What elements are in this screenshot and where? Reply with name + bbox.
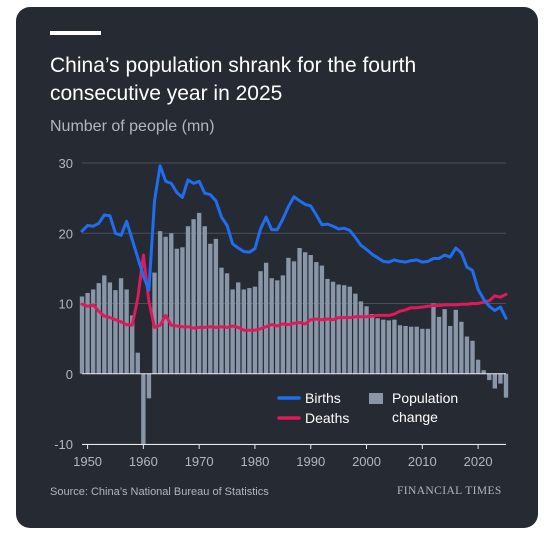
population-change-bar <box>369 314 375 374</box>
population-change-bar <box>403 325 408 374</box>
chart-title: China’s population shrank for the fourth… <box>50 54 417 105</box>
population-change-bar <box>475 359 481 374</box>
population-change-bar <box>169 233 174 374</box>
x-tick-label: 1950 <box>73 454 102 469</box>
deaths-line <box>80 253 508 332</box>
population-change-bar <box>448 325 453 374</box>
population-change-bar <box>414 326 419 374</box>
population-change-bar <box>375 318 380 374</box>
population-change-bars <box>79 212 509 444</box>
population-change-bar <box>347 286 352 374</box>
population-change-bar <box>174 248 180 374</box>
population-change-bar <box>185 226 191 374</box>
population-change-bar <box>336 284 341 374</box>
population-change-bar <box>420 328 425 374</box>
population-change-bar <box>308 255 313 374</box>
population-change-bar <box>498 373 503 384</box>
source-note: Source: China’s National Bureau of Stati… <box>50 486 269 498</box>
y-tick-label: 10 <box>59 297 73 312</box>
population-change-bar <box>96 283 101 374</box>
population-change-bar <box>113 290 118 374</box>
population-change-bar <box>191 219 196 374</box>
legend-deaths-label: Deaths <box>305 410 349 426</box>
x-tick-label: 2020 <box>464 454 493 469</box>
population-change-bar <box>135 352 140 374</box>
y-tick-label: 30 <box>59 156 73 171</box>
accent-bar <box>50 31 101 35</box>
population-change-bar <box>208 243 213 374</box>
population-change-bar <box>464 336 470 374</box>
population-change-bar <box>481 370 486 374</box>
population-change-bar <box>397 325 403 374</box>
population-change-bar <box>453 309 458 374</box>
population-change-bar <box>286 257 291 374</box>
ft-logo: FINANCIAL TIMES <box>397 485 502 497</box>
x-tick-label: 1980 <box>240 454 269 469</box>
population-change-bar <box>141 373 146 444</box>
population-change-bar <box>163 236 168 374</box>
legend-population-change-label-2: change <box>392 409 438 425</box>
population-change-bar <box>353 293 358 374</box>
population-change-bar <box>224 273 230 374</box>
axes: -10 0 10 20 30 1950 1960 1970 1980 1990 2000 2010 20… <box>54 156 506 469</box>
population-change-bar <box>90 289 96 374</box>
x-tick-label: 1990 <box>296 454 325 469</box>
x-tick-label: 2010 <box>408 454 437 469</box>
x-tick-label: 1970 <box>185 454 214 469</box>
population-change-bar <box>302 252 308 374</box>
population-change-bar <box>330 281 336 374</box>
legend-population-change-label: Population <box>392 390 458 406</box>
legend-births-label: Births <box>305 390 341 406</box>
population-change-bar <box>364 306 369 374</box>
population-change-bar <box>258 271 263 374</box>
population-change-bar <box>230 289 235 374</box>
population-change-bar <box>470 340 475 374</box>
population-change-bar <box>492 373 498 389</box>
population-change-bar <box>213 238 219 374</box>
population-change-bar <box>342 285 347 374</box>
chart-subtitle: Number of people (mn) <box>50 118 215 135</box>
population-change-bar <box>130 315 135 374</box>
population-change-bar <box>219 267 224 374</box>
legend-population-change-swatch <box>369 393 383 404</box>
population-change-bar <box>291 261 297 374</box>
births-line <box>80 164 508 320</box>
population-change-bar <box>436 316 442 374</box>
y-tick-label: -10 <box>54 437 73 452</box>
population-change-bar <box>325 278 330 374</box>
population-change-bar <box>180 247 185 374</box>
x-tick-label: 2000 <box>352 454 381 469</box>
x-tick-label: 1960 <box>129 454 158 469</box>
population-change-bar <box>118 278 124 374</box>
legend: Births Deaths Population change <box>277 390 458 426</box>
population-change-bar <box>392 319 397 374</box>
population-change-bar <box>85 292 90 374</box>
population-change-bar <box>263 262 269 374</box>
population-change-bar <box>487 373 492 381</box>
y-tick-label: 0 <box>66 367 73 382</box>
population-change-bar <box>459 321 464 374</box>
population-change-bar <box>425 328 431 374</box>
population-change-bar <box>297 248 302 374</box>
y-tick-label: 20 <box>59 226 73 241</box>
population-change-bar <box>124 289 129 374</box>
population-change-bar <box>107 282 113 374</box>
population-change-bar <box>79 296 85 374</box>
chart-card <box>16 7 538 528</box>
population-change-bar <box>157 231 163 374</box>
population-change-bar <box>386 320 392 374</box>
population-change-bar <box>381 319 386 374</box>
population-change-bar <box>202 226 207 374</box>
population-change-bar <box>442 309 447 374</box>
series-lines <box>80 164 508 332</box>
population-change-bar <box>431 303 436 374</box>
population-change-bar <box>196 212 202 374</box>
population-change-bar <box>503 373 509 398</box>
population-change-bar <box>146 373 152 399</box>
population-change-bar <box>102 275 107 374</box>
population-change-bar <box>408 326 414 374</box>
population-change-bar <box>358 301 364 374</box>
